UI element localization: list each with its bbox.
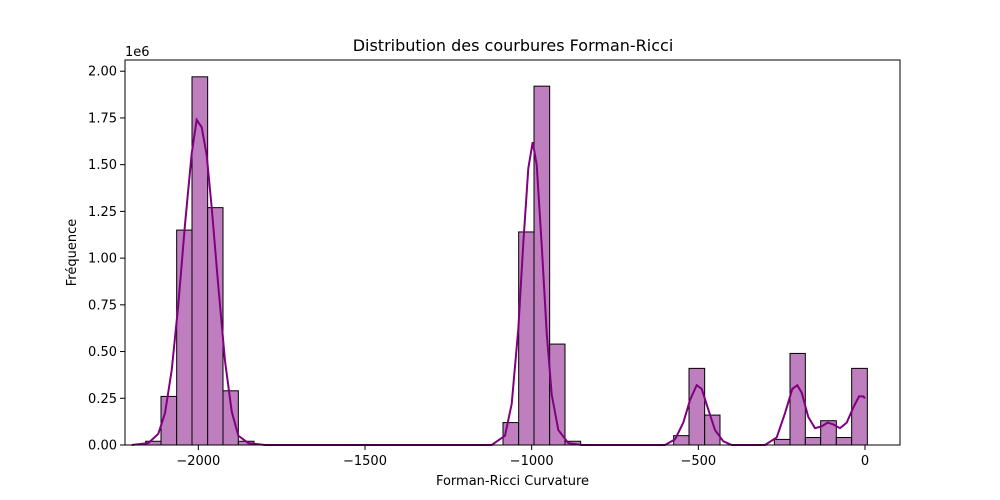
y-tick-label: 0.50 <box>88 345 117 360</box>
y-tick-label: 0.75 <box>88 298 117 313</box>
y-tick-label: 0.25 <box>88 392 117 407</box>
kde-curve <box>131 117 866 446</box>
x-tick-label: −1000 <box>510 454 554 469</box>
histogram-bar <box>176 229 193 446</box>
x-tick-label: −2000 <box>176 454 220 469</box>
y-axis: 0.00 0.25 0.50 0.75 1.00 1.25 1.50 1.75 2.00 <box>88 65 125 454</box>
histogram-bar <box>518 231 535 446</box>
x-tick-label: −500 <box>680 454 716 469</box>
x-axis-title: Forman-Ricci Curvature <box>436 474 589 489</box>
chart-title: Distribution des courbures Forman-Ricci <box>353 36 674 55</box>
x-tick-label: −1500 <box>343 454 387 469</box>
y-tick-label: 0.00 <box>88 439 117 454</box>
y-tick-label: 1.00 <box>88 252 117 267</box>
histogram-bar <box>688 367 706 446</box>
y-tick-label: 1.25 <box>88 205 117 220</box>
y-tick-label: 1.50 <box>88 158 117 173</box>
x-axis: −2000 −1500 −1000 −500 0 <box>176 445 869 469</box>
histogram-bar <box>773 438 791 446</box>
y-axis-title: Fréquence <box>65 219 80 286</box>
y-tick-label: 2.00 <box>88 65 117 80</box>
plot-frame <box>124 59 901 446</box>
histogram-bar <box>835 437 853 446</box>
x-tick-label: 0 <box>861 454 869 469</box>
histogram-bar <box>804 437 822 446</box>
histogram-bar <box>533 85 551 446</box>
y-offset-label: 1e6 <box>125 45 150 60</box>
y-tick-label: 1.75 <box>88 111 117 126</box>
